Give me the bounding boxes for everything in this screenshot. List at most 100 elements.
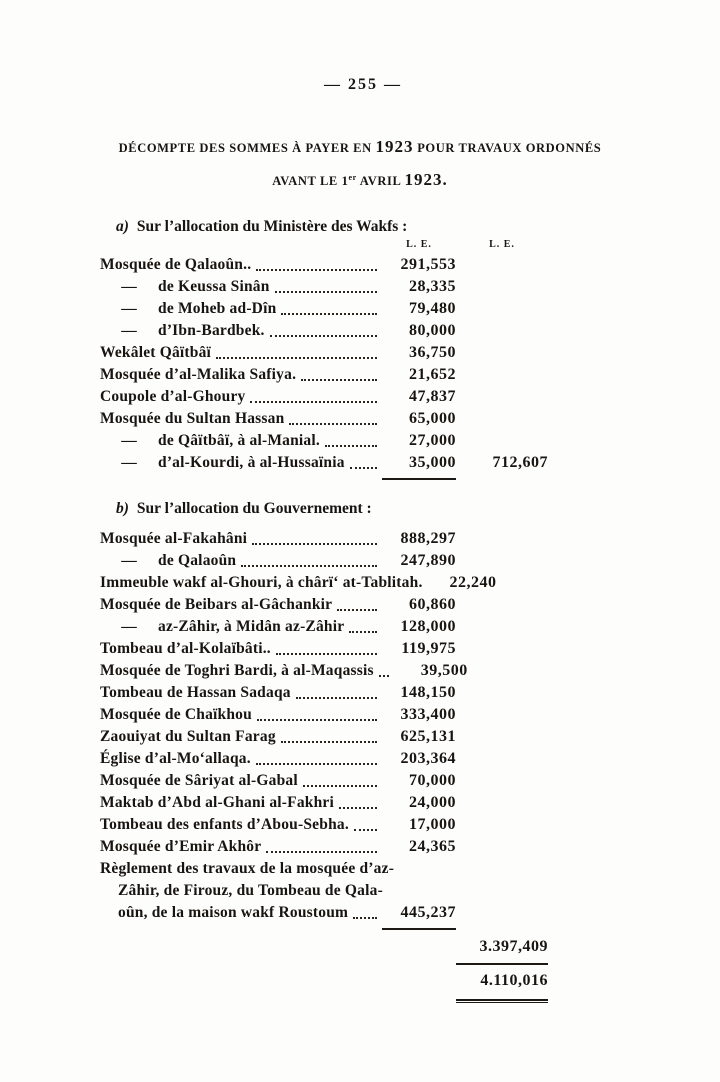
table-row: — de Qalaoûn 247,890 — [100, 550, 548, 572]
amount-col1: 247,890 — [400, 552, 456, 570]
amount-column-rule — [100, 474, 548, 484]
amount-col2: 712,607 — [492, 454, 548, 472]
dot-leader — [349, 631, 377, 634]
dot-leader — [353, 917, 377, 920]
ditto-dash: — — [121, 300, 137, 318]
entry-name: Règlement des travaux de la mosquée d’az… — [100, 860, 395, 878]
section-b-letter: b) — [116, 500, 129, 518]
ditto-dash: — — [121, 322, 137, 340]
entry-name: d’Ibn-Bardbek. — [158, 322, 265, 340]
table-row: Église d’al-Mo‘allaqa. 203,364 — [100, 748, 548, 770]
amount-col1: 291,553 — [400, 256, 456, 274]
column-header-le-2: L. E. — [489, 239, 515, 251]
dot-leader — [255, 763, 377, 766]
dot-leader — [241, 565, 377, 568]
amount-col1: 21,652 — [409, 366, 456, 384]
dot-leader — [280, 741, 377, 744]
entry-name: Mosquée al-Fakahâni — [100, 530, 248, 548]
entry-name: Tombeau de Hassan Sadaqa — [100, 684, 291, 702]
totals-block: 3.397,409 4.110,016 — [100, 934, 548, 1008]
section-b-title: Sur l’allocation du Gouvernement : — [136, 500, 372, 518]
dot-leader — [275, 653, 377, 656]
entry-name: Mosquée de Beibars al-Gâchankir — [100, 596, 333, 614]
amount-col1: 119,975 — [401, 640, 456, 658]
table-row: — de Keussa Sinân 28,335 — [100, 276, 548, 298]
table-row: Zaouiyat du Sultan Farag 625,131 — [100, 726, 548, 748]
table-row: oûn, de la maison wakf Roustoum 445,237 — [100, 902, 548, 924]
table-row: Mosquée de Beibars al-Gâchankir 60,860 — [100, 594, 548, 616]
table-row: Mosquée al-Fakahâni 888,297 — [100, 528, 548, 550]
amount-col1: 17,000 — [409, 816, 456, 834]
table-row: — de Qâïtbâï, à al-Manial. 27,000 — [100, 430, 548, 452]
amount-col1: 80,000 — [409, 322, 456, 340]
dot-leader — [266, 851, 377, 854]
amount-col1: 888,297 — [400, 530, 456, 548]
entry-name: Tombeau des enfants d’Abou-Sebha. — [100, 816, 349, 834]
subtotal-value: 3.397,409 — [479, 938, 548, 956]
amount-col1: 625,131 — [400, 728, 456, 746]
ditto-dash: — — [121, 454, 137, 472]
table-row: — az-Zâhir, à Midân az-Zâhir 128,000 — [100, 616, 548, 638]
entry-name: oûn, de la maison wakf Roustoum — [118, 904, 349, 922]
table-row: Maktab d’Abd al-Ghani al-Fakhri 24,000 — [100, 792, 548, 814]
entry-name: Mosquée d’al-Malika Safiya. — [100, 366, 297, 384]
dot-leader — [289, 423, 377, 426]
amount-col1: 24,365 — [409, 838, 456, 856]
entry-name: de Qâïtbâï, à al-Manial. — [158, 432, 320, 450]
amount-col1: 65,000 — [409, 410, 456, 428]
amount-col1: 36,750 — [409, 344, 456, 362]
dot-leader — [252, 543, 377, 546]
grand-total-double-rule — [100, 994, 548, 1008]
table-row: Mosquée de Toghri Bardi, à al-Maqassis 39… — [100, 660, 548, 682]
table-row: Mosquée du Sultan Hassan 65,000 — [100, 408, 548, 430]
entry-name: Zaouiyat du Sultan Farag — [100, 728, 276, 746]
amount-col1: 22,240 — [449, 574, 497, 592]
ditto-dash: — — [121, 552, 137, 570]
ditto-dash: — — [121, 618, 137, 636]
entry-name: Mosquée de Chaïkhou — [100, 706, 252, 724]
dot-leader — [353, 829, 377, 832]
amount-col1: 27,000 — [409, 432, 456, 450]
entry-name: Mosquée du Sultan Hassan — [100, 410, 285, 428]
entry-name: Église d’al-Mo‘allaqa. — [100, 750, 251, 768]
subtotal-rule — [100, 960, 548, 968]
entry-name: Tombeau d’al-Kolaïbâti.. — [100, 640, 271, 658]
dot-leader — [295, 697, 377, 700]
amount-col1: 47,837 — [409, 388, 456, 406]
table-row: Tombeau d’al-Kolaïbâti.. 119,975 — [100, 638, 548, 660]
title-line2-mid: AVRIL — [356, 174, 405, 189]
entry-name: Zâhir, de Firouz, du Tombeau de Qala- — [118, 882, 383, 900]
table-row: Zâhir, de Firouz, du Tombeau de Qala- — [100, 880, 548, 902]
amount-col1: 128,000 — [400, 618, 456, 636]
dot-leader — [324, 445, 377, 448]
table-row: — d’Ibn-Bardbek. 80,000 — [100, 320, 548, 342]
dot-leader — [274, 291, 377, 294]
ordinal-superscript: er — [348, 173, 357, 182]
entry-name: Mosquée de Toghri Bardi, à al-Maqassis — [100, 662, 374, 680]
entry-name: Wekâlet Qâïtbâï — [100, 344, 212, 362]
title-line1-suffix: POUR TRAVAUX ORDONNÉS — [413, 141, 602, 155]
grand-total-value: 4.110,016 — [480, 972, 548, 990]
title-year2-1923: 1923. — [404, 170, 448, 190]
dot-leader — [301, 379, 377, 382]
section-a-label: a) Sur l’allocation du Ministère des Wakf… — [116, 218, 640, 236]
amount-col1: 24,000 — [409, 794, 456, 812]
table-row: Mosquée d’Emir Akhôr 24,365 — [100, 836, 548, 858]
table-row: — d’al-Kourdi, à al-Hussaïnia 35,000 712,60… — [100, 452, 548, 474]
table-row: Mosquée de Sâriyat al-Gabal 70,000 — [100, 770, 548, 792]
section-government-allocation: b) Sur l’allocation du Gouvernement : Mos… — [100, 500, 640, 934]
dot-leader — [349, 467, 377, 470]
amount-col1: 79,480 — [409, 300, 456, 318]
amount-col1: 445,237 — [400, 904, 456, 922]
title-line-2: AVANT LE 1er AVRIL 1923. — [80, 163, 640, 196]
rule-line — [382, 928, 456, 931]
amount-col1: 28,335 — [409, 278, 456, 296]
dot-leader — [302, 785, 377, 788]
entry-name: d’al-Kourdi, à al-Hussaïnia — [158, 454, 345, 472]
ditto-dash: — — [121, 432, 137, 450]
amount-col1: 60,860 — [409, 596, 456, 614]
table-row: Règlement des travaux de la mosquée d’az… — [100, 858, 548, 880]
table-row: Wekâlet Qâïtbâï 36,750 — [100, 342, 548, 364]
dot-leader — [337, 609, 377, 612]
table-row: — de Moheb ad-Dîn 79,480 — [100, 298, 548, 320]
